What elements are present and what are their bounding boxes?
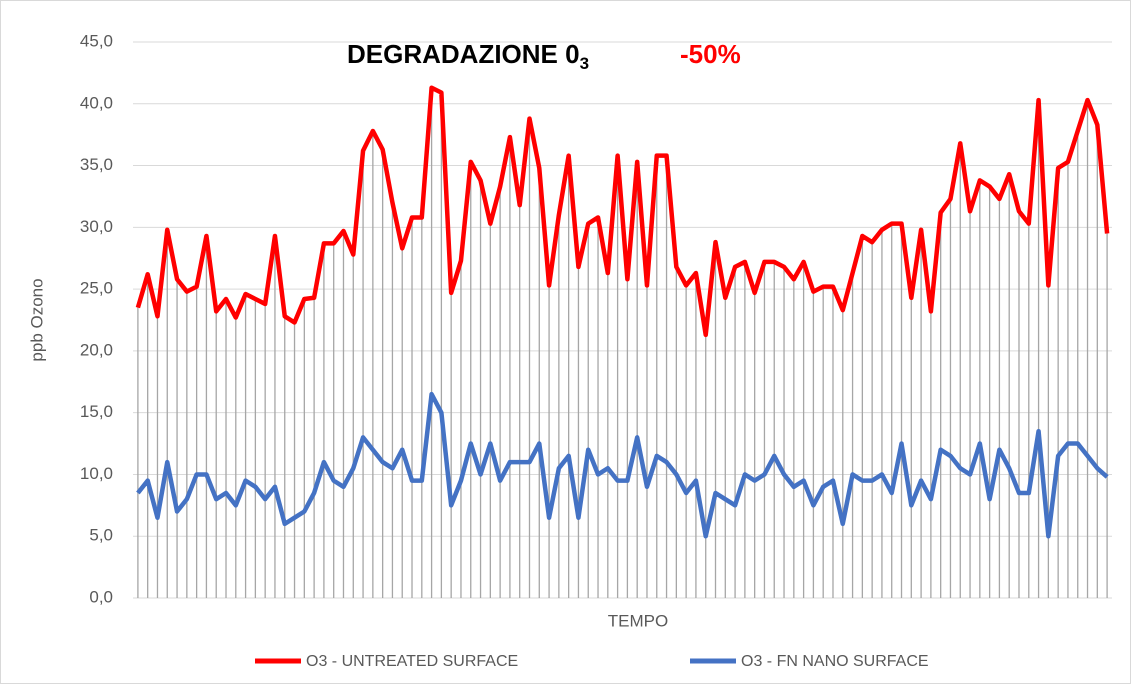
drop-lines bbox=[137, 87, 1108, 598]
chart-title: DEGRADAZIONE 03 bbox=[347, 39, 589, 74]
grid bbox=[133, 41, 1112, 599]
x-axis-label: TEMPO bbox=[608, 611, 668, 630]
annotation: -50% bbox=[680, 39, 741, 69]
y-tick-label: 45,0 bbox=[80, 31, 113, 50]
series-line bbox=[135, 85, 1110, 338]
y-tick-label: 5,0 bbox=[89, 526, 113, 545]
y-axis-label: ppb Ozono bbox=[27, 278, 46, 361]
y-tick-label: 20,0 bbox=[80, 340, 113, 359]
y-tick-label: 10,0 bbox=[80, 464, 113, 483]
legend: O3 - UNTREATED SURFACE O3 - FN NANO SURFA… bbox=[255, 653, 929, 670]
y-tick-label: 30,0 bbox=[80, 217, 113, 236]
y-tick-label: 35,0 bbox=[80, 155, 113, 174]
title-main: DEGRADAZIONE 0 bbox=[347, 39, 580, 69]
series-line bbox=[136, 391, 1109, 539]
y-tick-label: 25,0 bbox=[80, 279, 113, 298]
y-tick-label: 15,0 bbox=[80, 402, 113, 421]
y-tick-label: 40,0 bbox=[80, 93, 113, 112]
legend-label: O3 - FN NANO SURFACE bbox=[741, 653, 929, 670]
y-tick-label: 0,0 bbox=[89, 587, 113, 606]
lines bbox=[135, 85, 1110, 539]
title-subscript: 3 bbox=[580, 54, 589, 73]
legend-label: O3 - UNTREATED SURFACE bbox=[306, 653, 518, 670]
